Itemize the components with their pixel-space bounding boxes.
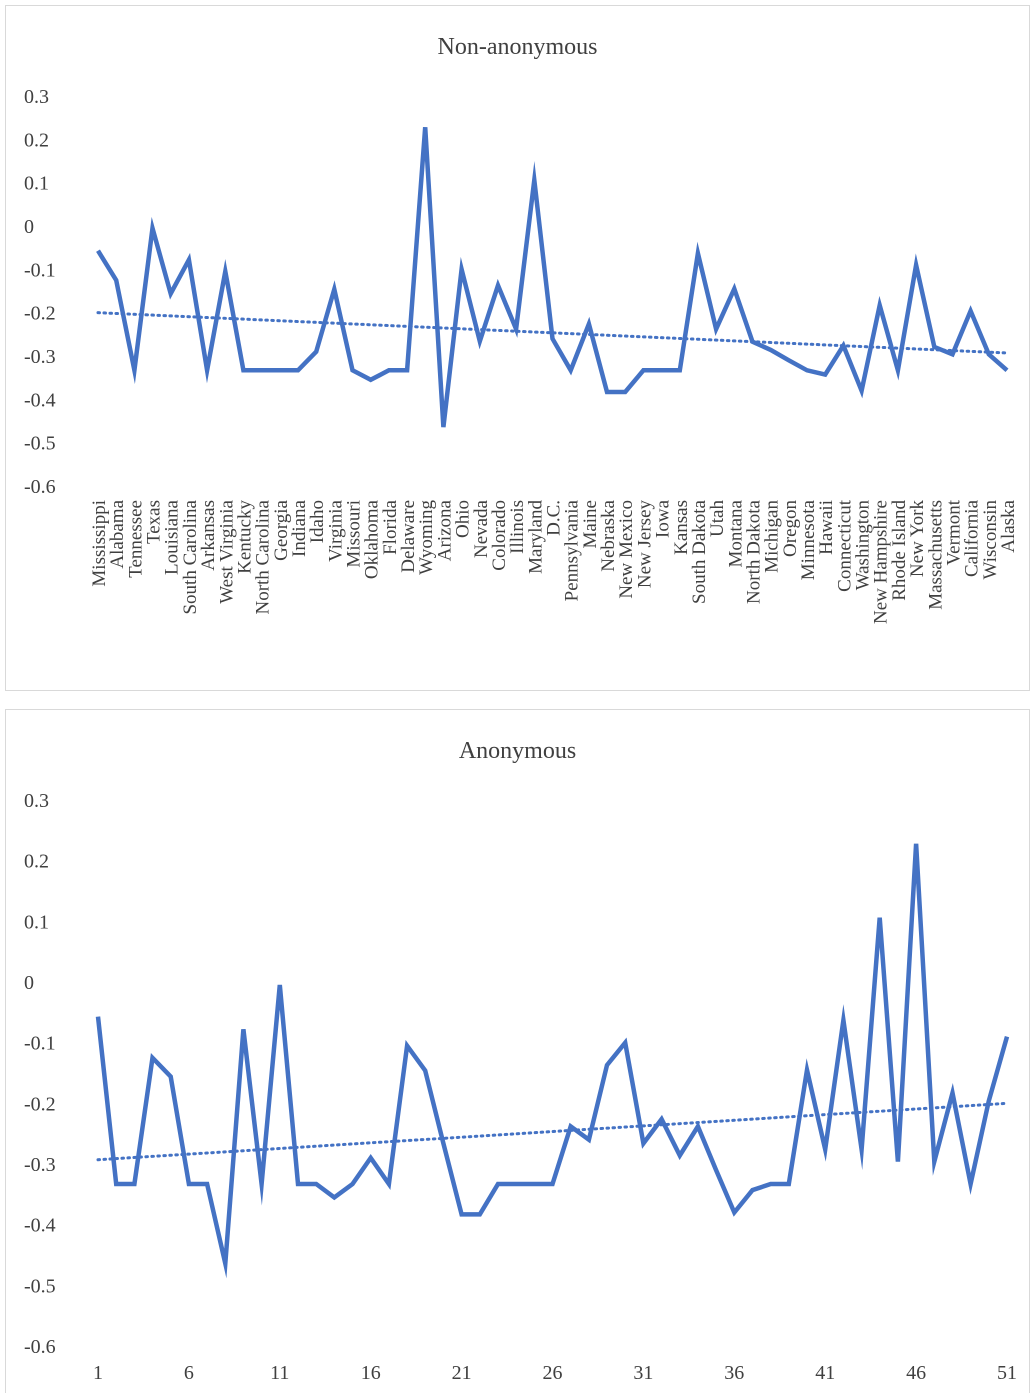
x-tick-label: Oklahoma [362,499,383,579]
x-tick-label: Nevada [471,499,492,558]
x-tick-label: Mississippi [89,500,110,587]
x-tick-label: Iowa [653,499,674,538]
x-tick-label: Delaware [398,500,419,573]
x-tick-label: 16 [361,1362,381,1384]
x-tick-label: Missouri [344,500,365,568]
x-tick-label: Idaho [307,500,328,543]
x-tick-label: Wyoming [416,500,437,575]
x-tick-label: Pennsylvania [562,499,583,601]
x-tick-label: Vermont [943,499,964,565]
x-tick-label: Wisconsin [980,500,1001,580]
x-tick-label: Colorado [489,500,510,571]
chart-title: Non-anonymous [437,34,598,60]
x-tick-label: 6 [184,1362,194,1384]
x-tick-label: North Carolina [253,499,274,614]
x-tick-label: Massachusetts [925,500,946,610]
y-tick-label: -0.4 [24,389,56,411]
y-tick-label: -0.2 [24,1093,56,1115]
line-chart-non-anonymous: 0.3 0.2 0.1 0 -0.1 -0.2 -0.3 -0.4 -0.5 -0.6 Missis… [24,86,1019,624]
x-tick-label: Maine [580,500,601,549]
x-tick-label: Oregon [780,500,801,557]
x-tick-label: Florida [380,499,401,554]
x-tick-label: Alabama [107,499,128,568]
x-tick-label: D.C. [544,500,565,536]
y-tick-label: -0.2 [24,303,56,325]
x-tick-label: Connecticut [834,499,855,592]
x-tick-label: South Dakota [689,499,710,604]
x-tick-label: Louisiana [162,499,183,574]
x-tick-label: Hawaii [816,500,837,555]
x-tick-label: Arkansas [198,500,219,571]
x-tick-label: Ohio [453,500,474,538]
y-tick-label: -0.6 [24,1336,56,1358]
line-chart-anonymous: 0.30.20.10-0.1-0.2-0.3-0.4-0.5-0.61 6 11 16… [24,790,1017,1384]
series-line [95,843,1010,1279]
x-tick-label: Kansas [671,500,692,555]
y-tick-label: -0.5 [24,1275,56,1297]
x-tick-label: Montana [725,499,746,567]
x-tick-label: 11 [270,1362,289,1384]
x-tick-label: Texas [144,500,165,544]
y-tick-label: 0.2 [24,129,49,151]
y-tick-label: 0.3 [24,86,49,108]
x-tick-label: 26 [543,1362,563,1384]
y-tick-label: -0.5 [24,433,56,455]
x-tick-label: 51 [997,1362,1017,1384]
x-tick-label: Minnesota [798,499,819,580]
y-tick-label: 0.1 [24,911,49,933]
x-tick-label: 41 [815,1362,835,1384]
x-tick-label: 1 [93,1362,103,1384]
x-tick-label: Tennessee [125,500,146,578]
x-tick-label: South Carolina [180,499,201,614]
y-tick-label: 0.2 [24,851,49,873]
x-tick-label: 31 [633,1362,653,1384]
y-tick-label: -0.1 [24,259,56,281]
x-tick-label: 36 [724,1362,744,1384]
y-tick-label: -0.6 [24,476,56,498]
x-tick-label: Indiana [289,499,310,557]
x-tick-label: Georgia [271,499,292,560]
chart-panel-non-anonymous: Non-anonymous 0.3 0.2 0.1 0 -0.1 -0.2 -0.3 -0.4… [5,5,1030,691]
x-tick-label: West Virginia [216,499,237,603]
x-tick-label: New Mexico [616,500,637,599]
x-tick-label: Washington [853,500,874,591]
x-tick-label: New Jersey [634,500,655,589]
y-tick-label: -0.3 [24,1154,56,1176]
x-tick-label: 46 [906,1362,926,1384]
x-tick-label: Kentucky [234,500,255,574]
x-tick-label: North Dakota [743,499,764,604]
x-tick-label: 21 [452,1362,472,1384]
chart-panel-anonymous: Anonymous 0.3 0.2 0.1 0 -0.1 -0.2 -0.3 -0.4 -0.5… [5,709,1030,1393]
x-tick-label: Maryland [525,500,546,574]
x-tick-label: California [962,499,983,577]
x-tick-label: Arizona [434,499,455,561]
x-tick-label: New Hampshire [871,500,892,624]
x-tick-label: New York [907,500,928,578]
y-tick-label: 0.1 [24,173,49,195]
x-tick-label: Virginia [325,499,346,561]
y-tick-label: -0.3 [24,346,56,368]
x-tick-label: Nebraska [598,499,619,571]
y-tick-label: -0.1 [24,1033,56,1055]
y-tick-label: 0 [24,972,34,994]
chart-title: Anonymous [458,738,577,764]
y-tick-label: -0.4 [24,1215,56,1237]
x-tick-label: Michigan [762,500,783,573]
y-tick-label: 0 [24,216,34,238]
x-tick-label: Illinois [507,500,528,554]
x-tick-label: Utah [707,500,728,537]
x-tick-label: Rhode Island [889,500,910,601]
y-tick-label: 0.3 [24,790,49,812]
series-line [96,127,1009,428]
x-tick-label: Alaska [998,499,1019,552]
